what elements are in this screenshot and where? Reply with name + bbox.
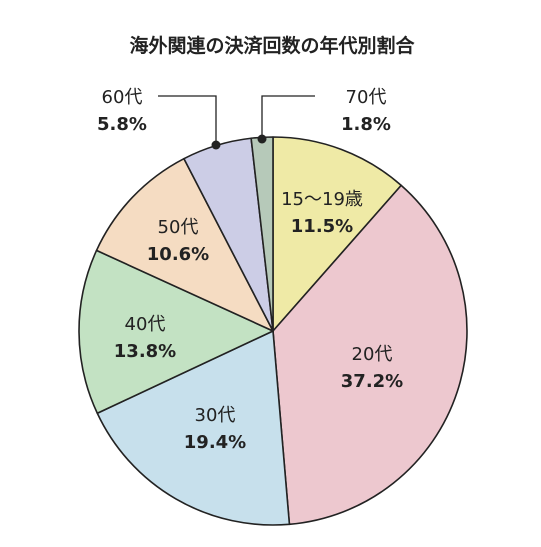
slice-label-4: 50代 bbox=[158, 217, 199, 238]
slice-value-label-5: 5.8% bbox=[97, 114, 147, 135]
pie-slices bbox=[78, 136, 468, 526]
slice-label-2: 30代 bbox=[195, 405, 236, 426]
pie-slice-1 bbox=[272, 184, 468, 526]
slice-labels: 15〜19歳 11.5% 20代 37.2% 30代 19.4% 40代 13.8% 50代 10… bbox=[97, 87, 403, 453]
slice-value-label-6: 1.8% bbox=[341, 114, 391, 135]
pie-slice-0 bbox=[272, 136, 402, 332]
leader-line-5 bbox=[158, 95, 217, 145]
slice-value-label-2: 19.4% bbox=[184, 432, 246, 453]
leader-dot-6 bbox=[257, 134, 267, 144]
slice-value-label-3: 13.8% bbox=[114, 341, 176, 362]
slice-label-3: 40代 bbox=[125, 314, 166, 335]
slice-label-1: 20代 bbox=[352, 344, 393, 365]
slice-label-0: 15〜19歳 bbox=[281, 189, 363, 210]
pie-slice-3 bbox=[78, 249, 274, 415]
pie-slice-4 bbox=[95, 157, 274, 332]
slice-value-label-0: 11.5% bbox=[291, 216, 353, 237]
leader-dot-5 bbox=[211, 140, 221, 150]
pie-slice-2 bbox=[96, 330, 291, 526]
slice-value-label-4: 10.6% bbox=[147, 244, 209, 265]
leader-lines bbox=[158, 95, 315, 150]
slice-label-5: 60代 bbox=[102, 87, 143, 108]
slice-value-label-1: 37.2% bbox=[341, 371, 403, 392]
chart-title: 海外関連の決済回数の年代別割合 bbox=[129, 34, 415, 57]
leader-line-6 bbox=[261, 95, 315, 139]
slice-label-6: 70代 bbox=[346, 87, 387, 108]
